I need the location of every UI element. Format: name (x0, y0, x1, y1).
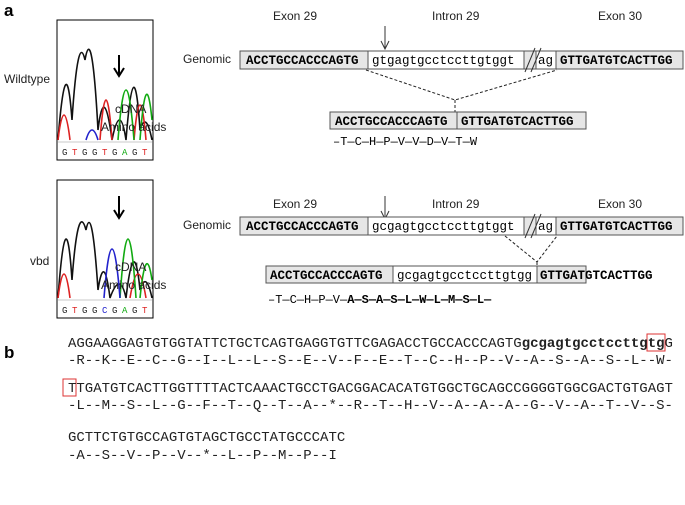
base: C (102, 306, 108, 316)
amino-line: -L--M--S--L--G--F--T--Q--T--A--*--R--T--… (68, 398, 673, 414)
base: T (142, 306, 148, 316)
exon-seq: GTTGATGTCACTTGG (560, 54, 673, 68)
seq-part: GCTTCTGTGCCAGTGTAGCTGCCTATGCCCATC (68, 430, 345, 446)
base: G (92, 306, 97, 316)
sample-label: Wildtype (4, 72, 50, 86)
amino-changed: A—S—A—S—L—W—L—M—S—L— (347, 293, 492, 307)
base: G (112, 306, 117, 316)
intron-seq: gtgagtgcctccttgtggt (372, 54, 515, 68)
base: A (122, 148, 128, 158)
base: T (72, 148, 78, 158)
seq-part: T (68, 381, 76, 397)
base: G (82, 306, 87, 316)
exon-label: Exon 29 (273, 9, 317, 23)
row-label: Amino acids (101, 278, 166, 292)
exon-label: Exon 30 (598, 197, 642, 211)
intron-seq: gcgagtgcctccttgtggt (372, 220, 515, 234)
intron-seq: ag (538, 220, 553, 234)
amino-normal: –T—C—H—P—V— (268, 293, 348, 307)
row-label: Genomic (183, 218, 231, 232)
panel-label: b (4, 343, 14, 362)
base: A (122, 306, 128, 316)
exon-seq: ACCTGCCACCCAGTG (246, 54, 359, 68)
row-label: cDNA (115, 260, 146, 274)
cdna-seq: ACCTGCCACCCAGTG (335, 115, 448, 129)
base: G (82, 148, 87, 158)
intron-seq: ag (538, 54, 553, 68)
sequence-line: TTGATGTCACTTGGTTTTACTCAAACTGCCTGACGGACAC… (68, 381, 673, 397)
base: T (142, 148, 148, 158)
intron-label: Intron 29 (432, 9, 480, 23)
exon-seq: ACCTGCCACCCAGTG (246, 220, 359, 234)
seq-part: G (665, 336, 673, 352)
base: G (62, 306, 67, 316)
cdna-seq: GTTGATGTCACTTGG (461, 115, 574, 129)
seq-part: TGATGTCACTTGGTTTTACTCAAACTGCCTGACGGACACA… (76, 381, 673, 397)
cdna-seq: ACCTGCCACCCAGTG (270, 269, 383, 283)
amino-line: -R--K--E--C--G--I--L--L--S--E--V--F--E--… (68, 353, 673, 369)
cdna-seq: GTTGATGTCACTTGG (540, 269, 653, 283)
base: G (132, 148, 137, 158)
amino-line: -A--S--V--P--V--*--L--P--M--P--I (68, 448, 337, 464)
amino-seq: –T—C—H—P—V—V—D—V—T—W (333, 135, 478, 149)
cdna-seq: gcgagtgcctccttgtgg (397, 269, 532, 283)
amino-seq: –T—C—H—P—V—A—S—A—S—L—W—L—M—S—L— (268, 293, 492, 307)
seq-part: AGGAAGGAGTGTGGTATTCTGCTCAGTGAGGTGTTCGAGA… (68, 336, 522, 352)
base: T (102, 148, 108, 158)
seq-part: tg (648, 336, 665, 352)
sequence-line: AGGAAGGAGTGTGGTATTCTGCTCAGTGAGGTGTTCGAGA… (68, 336, 673, 352)
exon-seq: GTTGATGTCACTTGG (560, 220, 673, 234)
seq-part: gcgagtgcctccttg (522, 336, 648, 352)
row-label: cDNA (115, 102, 146, 116)
exon-label: Exon 29 (273, 197, 317, 211)
panel-label: a (4, 1, 14, 20)
intron-label: Intron 29 (432, 197, 480, 211)
sequence-line: GCTTCTGTGCCAGTGTAGCTGCCTATGCCCATC (68, 430, 345, 446)
base: G (112, 148, 117, 158)
row-label: Genomic (183, 52, 231, 66)
base: G (62, 148, 67, 158)
sample-label: vbd (30, 254, 49, 268)
base: G (132, 306, 137, 316)
base: T (72, 306, 78, 316)
exon-label: Exon 30 (598, 9, 642, 23)
row-label: Amino acids (101, 120, 166, 134)
base: G (92, 148, 97, 158)
